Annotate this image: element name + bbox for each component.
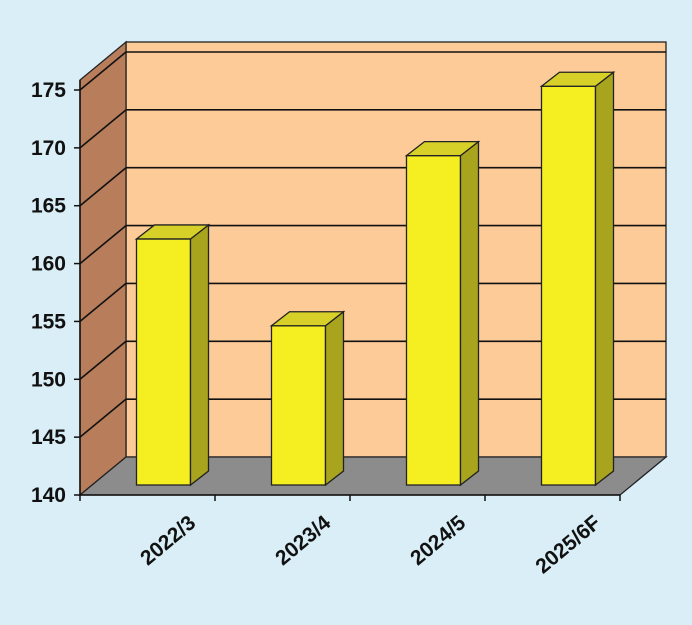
y-tick-label: 150 — [31, 368, 66, 391]
y-tick-label: 170 — [31, 137, 66, 160]
bar-side — [594, 70, 615, 487]
y-tick-label: 140 — [31, 484, 66, 507]
bar-top — [134, 224, 211, 240]
y-tick-label: 165 — [31, 195, 66, 218]
category-label: 2024/5 — [406, 511, 470, 570]
gridline-side — [79, 398, 127, 438]
bar — [539, 70, 616, 487]
y-tick-label: 155 — [31, 310, 66, 333]
bar-front — [135, 238, 192, 486]
bar-top — [269, 311, 346, 327]
gridline-side — [79, 109, 127, 149]
category-label: 2023/4 — [271, 511, 335, 570]
y-axis: 140 145 150 155 160 165 170 175 — [31, 79, 81, 507]
bar — [269, 310, 346, 487]
gridline-side — [79, 340, 127, 380]
y-tick-label: 175 — [31, 79, 66, 102]
gridline-side — [79, 51, 127, 91]
bar-side — [459, 140, 480, 487]
gridline-side — [79, 224, 127, 265]
bar — [404, 140, 481, 487]
bar-front — [405, 154, 462, 486]
y-tick-label: 145 — [31, 426, 66, 449]
category-label: 2025/6F — [531, 511, 605, 578]
bar-top — [404, 140, 481, 157]
bar-side — [324, 310, 345, 487]
y-tick-label: 160 — [31, 253, 66, 276]
bars — [134, 70, 616, 487]
side-wall — [79, 40, 127, 497]
bar-top — [539, 71, 616, 87]
bar-front — [540, 85, 597, 486]
category-label: 2022/3 — [136, 511, 200, 570]
gridline-side — [79, 282, 127, 323]
x-axis — [79, 494, 621, 501]
bar-front — [270, 325, 327, 486]
bar — [134, 223, 211, 487]
bar-side — [189, 223, 210, 487]
gridline-side — [79, 167, 127, 207]
category-labels: 2022/3 2023/4 2024/5 2025/6F — [136, 511, 605, 578]
